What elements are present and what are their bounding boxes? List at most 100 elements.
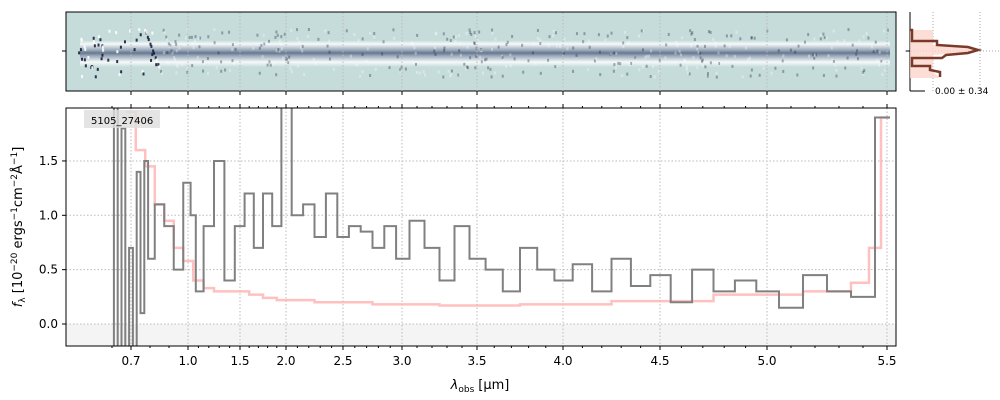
2d-pixel: [822, 32, 825, 36]
2d-pixel: [609, 52, 612, 56]
2d-pixel: [303, 72, 306, 76]
2d-pixel: [700, 59, 703, 63]
2d-pixel: [474, 34, 477, 38]
2d-pixel: [297, 40, 300, 44]
2d-pixel: [491, 31, 494, 35]
2d-pixel: [479, 55, 482, 59]
2d-pixel: [423, 73, 426, 77]
2d-pixel: [844, 66, 847, 70]
2d-pixel: [626, 36, 629, 40]
2d-pixel: [536, 28, 539, 32]
2d-pixel: [690, 32, 693, 36]
2d-pixel: [473, 31, 476, 35]
2d-pixel: [328, 50, 331, 54]
2d-pixel: [566, 47, 569, 51]
2d-pixel: [139, 33, 142, 37]
2d-pixel: [505, 43, 508, 47]
2d-pixel: [781, 59, 784, 63]
2d-pixel: [410, 41, 413, 45]
2d-pixel: [547, 58, 550, 62]
2d-pixel: [145, 30, 148, 34]
x-tick-label: 2.0: [276, 354, 295, 368]
2d-pixel: [644, 55, 647, 59]
2d-pixel: [175, 71, 178, 75]
2d-pixel: [234, 47, 237, 51]
2d-pixel: [369, 73, 372, 77]
2d-pixel: [475, 54, 478, 58]
2d-pixel: [220, 69, 223, 73]
2d-pixel: [183, 43, 186, 47]
2d-pixel: [107, 58, 110, 62]
2d-pixel: [101, 53, 104, 57]
2d-pixel: [572, 69, 575, 73]
2d-pixel: [312, 57, 315, 61]
2d-pixel: [97, 35, 100, 39]
2d-pixel: [705, 74, 708, 78]
2d-pixel: [469, 56, 472, 60]
2d-pixel: [642, 65, 645, 69]
2d-pixel: [664, 56, 667, 60]
2d-pixel: [155, 58, 158, 62]
2d-pixel: [575, 53, 578, 57]
2d-pixel: [482, 71, 485, 75]
2d-pixel: [709, 61, 712, 65]
2d-pixel: [155, 63, 158, 67]
2d-pixel: [696, 66, 699, 70]
2d-pixel: [595, 57, 598, 61]
2d-pixel: [827, 54, 830, 58]
2d-pixel: [176, 65, 179, 69]
2d-pixel: [675, 40, 678, 44]
2d-pixel: [684, 59, 687, 63]
2d-pixel: [651, 65, 654, 69]
2d-pixel: [856, 49, 859, 53]
2d-pixel: [466, 65, 469, 69]
2d-pixel: [108, 29, 111, 33]
2d-pixel: [262, 33, 265, 37]
2d-pixel: [418, 71, 421, 75]
2d-pixel: [275, 73, 278, 77]
2d-pixel: [547, 44, 550, 48]
2d-pixel: [797, 44, 800, 48]
2d-pixel: [233, 62, 236, 66]
2d-pixel: [714, 44, 717, 48]
2d-pixel: [583, 32, 586, 36]
2d-pixel: [141, 70, 144, 74]
2d-pixel: [355, 63, 358, 67]
x-tick-label: 3.0: [392, 354, 411, 368]
2d-pixel: [609, 52, 612, 56]
2d-pixel: [469, 31, 472, 35]
2d-pixel: [399, 68, 402, 72]
2d-pixel: [400, 65, 403, 69]
2d-pixel: [686, 65, 689, 69]
2d-pixel: [278, 49, 281, 53]
2d-pixel: [822, 73, 825, 77]
2d-pixel: [170, 49, 173, 53]
2d-pixel: [575, 32, 578, 36]
2d-pixel: [679, 53, 682, 57]
2d-pixel: [593, 59, 596, 63]
2d-pixel: [614, 66, 617, 70]
2d-pixel: [501, 74, 504, 78]
2d-pixel: [146, 35, 149, 39]
2d-pixel: [151, 52, 154, 56]
2d-pixel: [443, 46, 446, 50]
2d-pixel: [199, 36, 202, 40]
2d-pixel: [582, 40, 585, 44]
2d-pixel: [434, 52, 437, 56]
2d-pixel: [272, 62, 275, 66]
2d-pixel: [142, 72, 145, 76]
2d-pixel: [150, 44, 153, 48]
2d-pixel: [527, 59, 530, 63]
2d-pixel: [707, 30, 710, 34]
2d-pixel: [615, 51, 618, 55]
2d-pixel: [831, 58, 834, 62]
2d-pixel: [813, 37, 816, 41]
2d-pixel: [175, 62, 178, 66]
2d-pixel: [231, 48, 234, 52]
2d-pixel: [78, 51, 81, 55]
2d-pixel: [463, 62, 466, 66]
2d-pixel: [883, 29, 886, 33]
2d-pixel: [505, 64, 508, 68]
2d-pixel: [175, 49, 178, 53]
2d-pixel: [400, 41, 403, 45]
